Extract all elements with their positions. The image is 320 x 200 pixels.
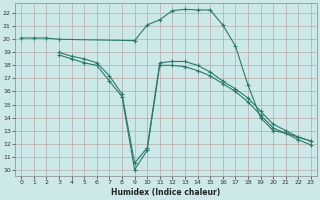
X-axis label: Humidex (Indice chaleur): Humidex (Indice chaleur) (111, 188, 221, 197)
